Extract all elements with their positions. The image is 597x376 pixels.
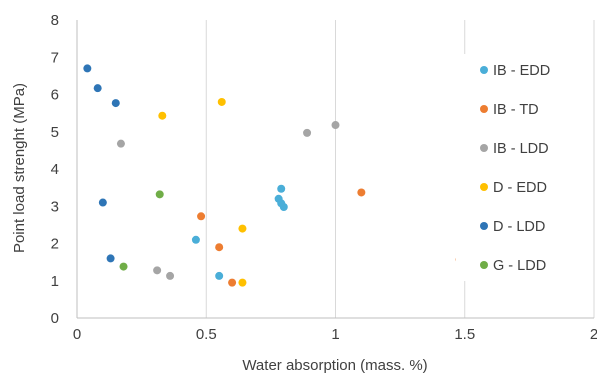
- y-tick-label: 3: [51, 198, 59, 215]
- data-point: [228, 278, 237, 287]
- data-point: [215, 271, 224, 280]
- data-point: [279, 202, 288, 211]
- x-tick-labels: 0 0.5 1 1.5 2: [73, 326, 597, 343]
- legend-marker: [480, 183, 488, 191]
- legend-marker: [480, 105, 488, 113]
- y-tick-label: 4: [51, 161, 59, 178]
- x-tick-label: 2: [590, 326, 597, 343]
- axes: [76, 20, 594, 319]
- data-point: [197, 212, 206, 221]
- data-point: [166, 271, 175, 280]
- legend-marker: [480, 144, 488, 152]
- y-tick-label: 2: [51, 236, 59, 253]
- x-tick-label: 1: [331, 326, 339, 343]
- legend-label: IB - EDD: [493, 63, 550, 79]
- y-tick-label: 0: [51, 310, 59, 327]
- legend-marker: [480, 261, 488, 269]
- legend-marker: [480, 222, 488, 230]
- y-tick-label: 7: [51, 49, 59, 66]
- y-tick-label: 8: [51, 12, 59, 29]
- x-tick-label: 0: [73, 326, 81, 343]
- legend: IB - EDD IB - TD IB - LDD D - EDD D - LDD G -…: [456, 54, 574, 281]
- legend-label: D - EDD: [493, 180, 547, 196]
- data-point: [357, 188, 366, 197]
- data-point: [155, 190, 164, 199]
- data-point: [238, 278, 247, 287]
- data-point: [191, 235, 200, 244]
- data-points: [83, 64, 464, 287]
- legend-marker: [480, 66, 488, 74]
- legend-label: IB - TD: [493, 102, 539, 118]
- data-point: [106, 254, 115, 263]
- data-point: [111, 99, 120, 108]
- data-point: [277, 184, 286, 193]
- data-point: [83, 64, 92, 73]
- legend-label: D - LDD: [493, 219, 545, 235]
- data-point: [238, 224, 247, 233]
- x-axis-title: Water absorption (mass. %): [242, 357, 427, 374]
- y-tick-label: 6: [51, 87, 59, 104]
- data-point: [119, 262, 128, 271]
- data-point: [215, 243, 224, 252]
- legend-label: G - LDD: [493, 258, 546, 274]
- data-point: [116, 139, 125, 148]
- data-point: [153, 266, 162, 275]
- legend-background: [456, 54, 574, 281]
- y-tick-label: 1: [51, 273, 59, 290]
- data-point: [93, 84, 102, 93]
- legend-label: IB - LDD: [493, 141, 549, 157]
- x-tick-label: 1.5: [454, 326, 475, 343]
- data-point: [303, 128, 312, 137]
- y-axis-title: Point load strenght (MPa): [11, 83, 28, 253]
- data-point: [158, 111, 167, 120]
- x-tick-label: 0.5: [196, 326, 217, 343]
- y-tick-label: 5: [51, 124, 59, 141]
- data-point: [331, 121, 340, 130]
- y-tick-labels: 0 1 2 3 4 5 6 7 8: [51, 12, 59, 327]
- data-point: [98, 198, 107, 207]
- data-point: [217, 97, 226, 106]
